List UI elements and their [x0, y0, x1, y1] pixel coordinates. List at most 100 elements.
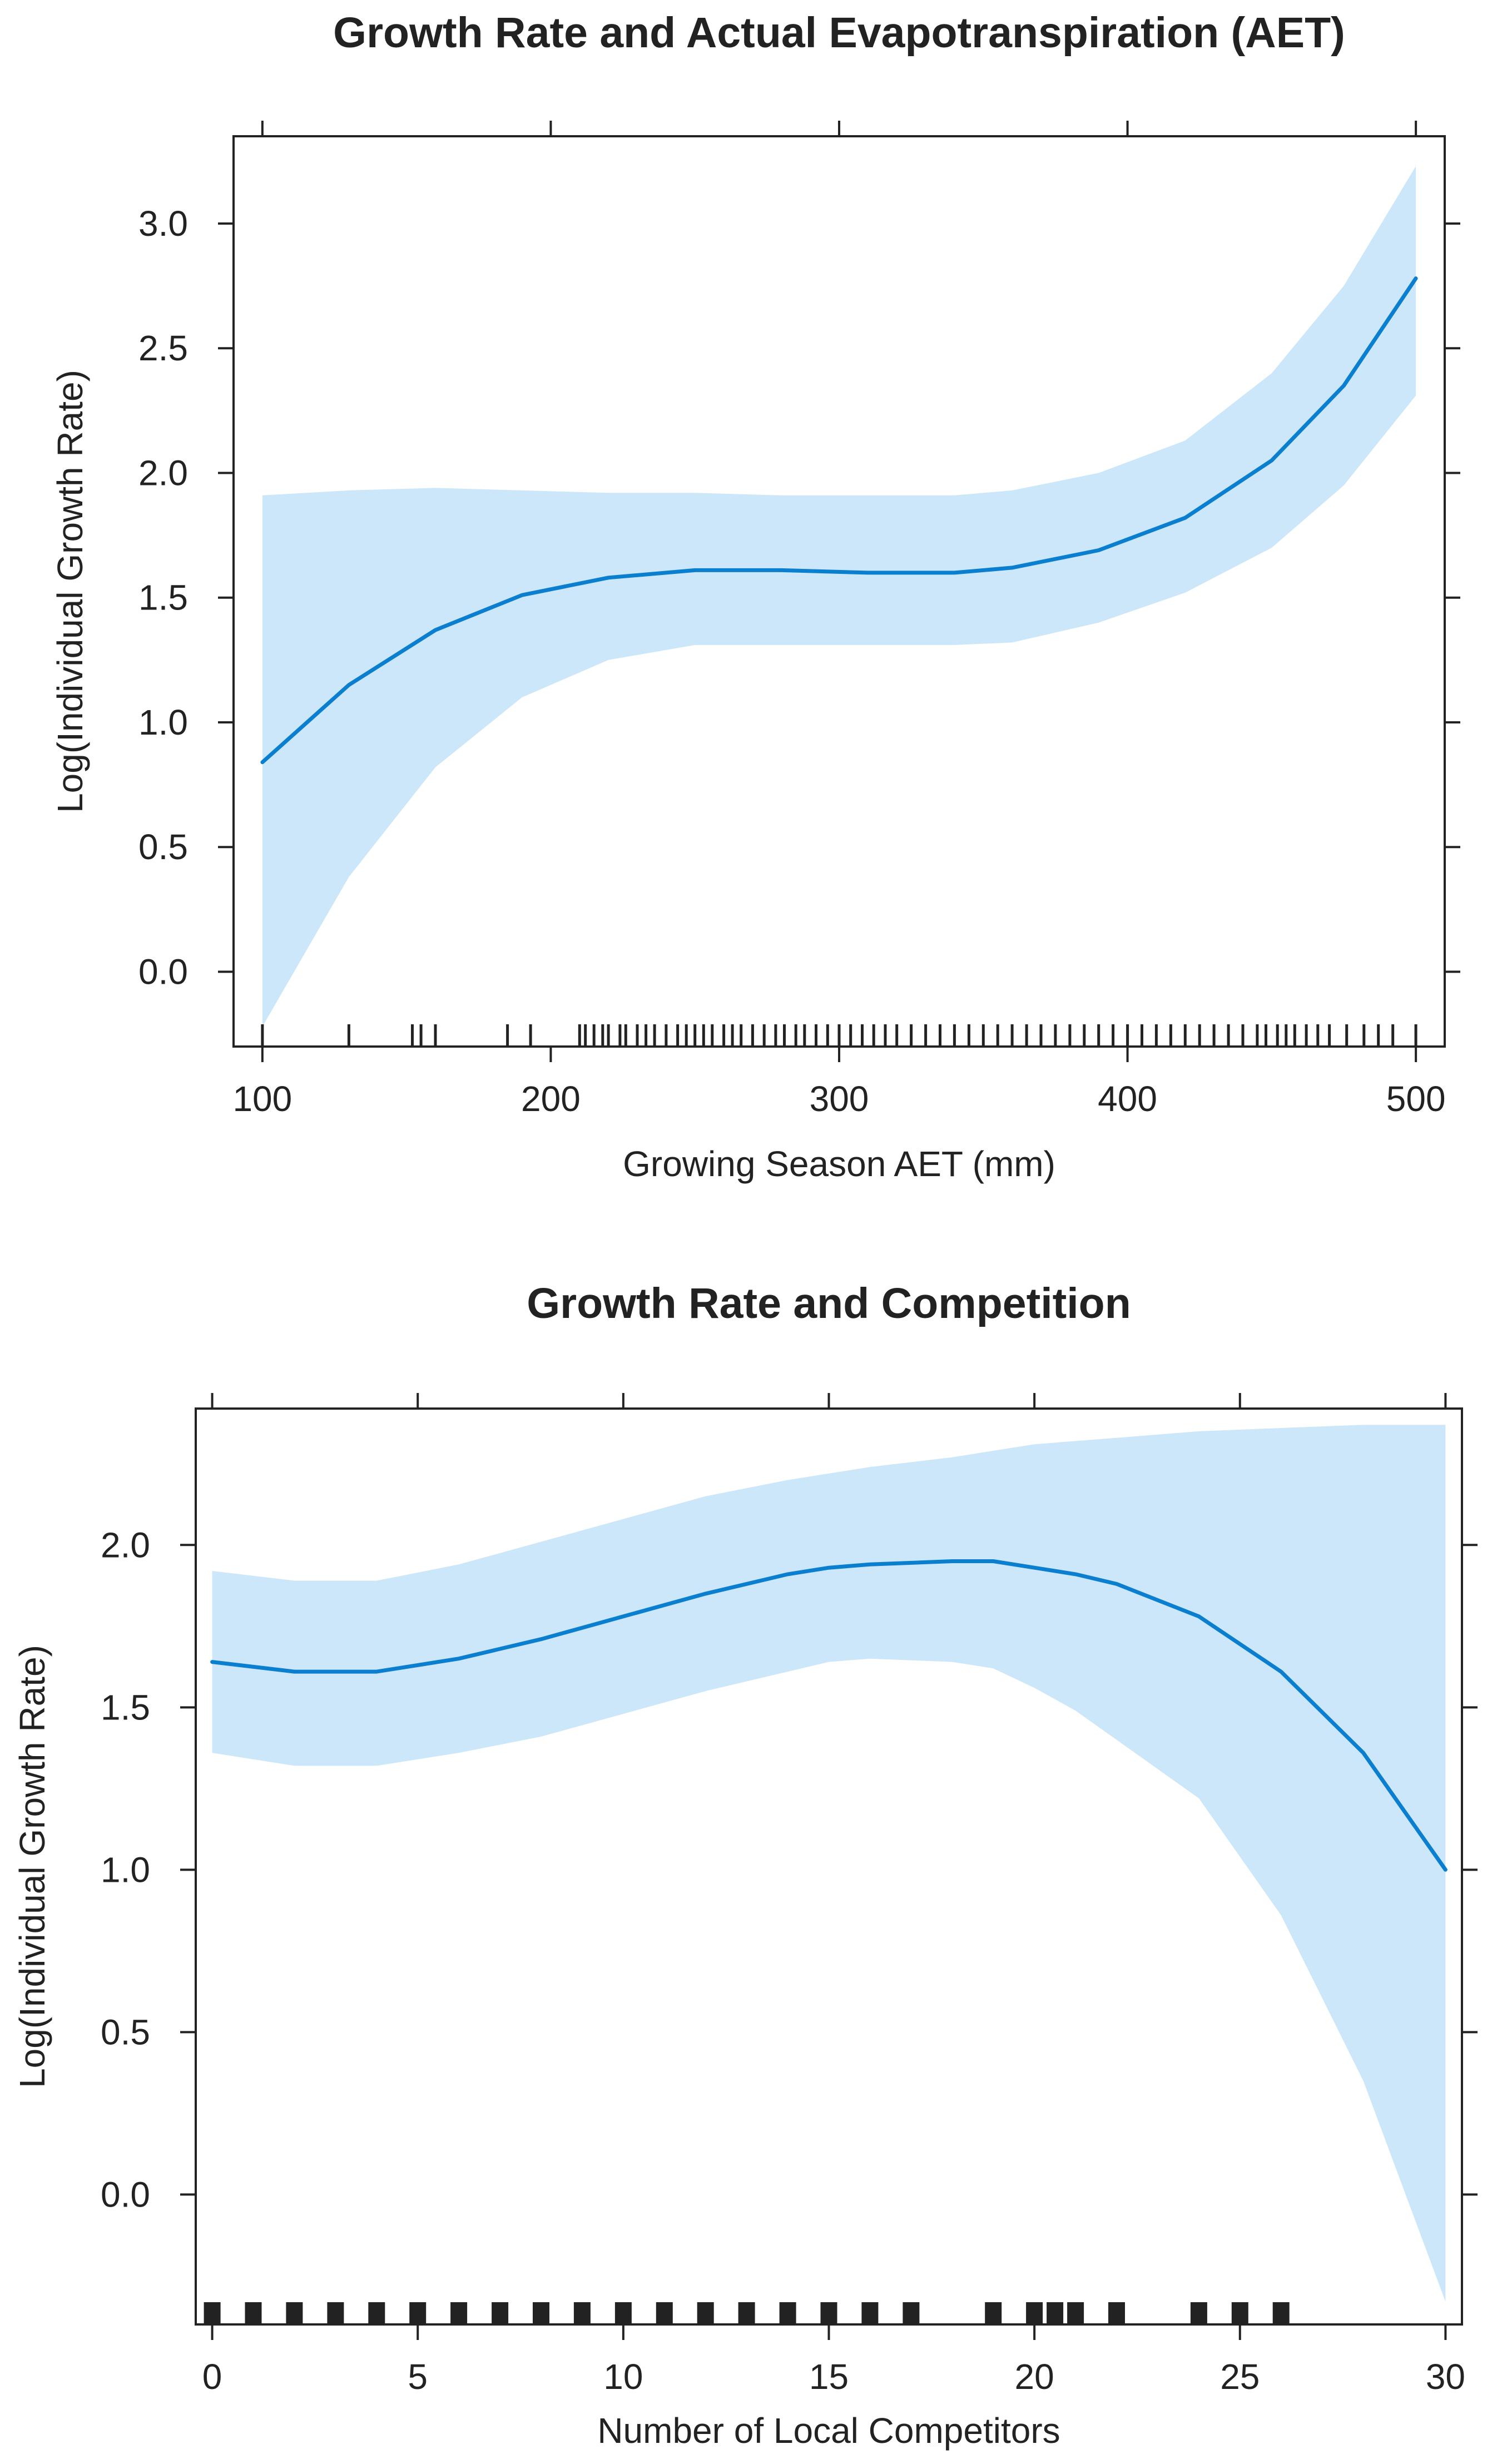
rug-mark [861, 2302, 879, 2324]
rug-mark [261, 1024, 264, 1047]
rug-mark [1293, 1024, 1296, 1047]
rug-mark [872, 1024, 875, 1047]
rug-mark [1362, 1024, 1366, 1047]
rug-mark [794, 1024, 797, 1047]
rug-mark [1377, 1024, 1380, 1047]
rug-mark [411, 1024, 414, 1047]
rug-mark [327, 2302, 344, 2324]
rug-mark [820, 2302, 837, 2324]
rug-mark [762, 1024, 766, 1047]
chart-aet: 100 200 300 400 500 0.0 0.5 1.0 1.5 2.0 2.5 3.0 Grow… [50, 9, 1460, 1184]
rug-mark [618, 1024, 622, 1047]
rug-mark [1414, 1024, 1417, 1047]
y-tick-label: 0.0 [101, 2174, 150, 2214]
rug [261, 1024, 1417, 1047]
y-tick-label: 2.0 [101, 1525, 150, 1565]
rug-mark [1097, 1024, 1100, 1047]
x-tick-label: 5 [408, 2357, 428, 2397]
rug-mark [1256, 1024, 1259, 1047]
rug-mark [1345, 1024, 1349, 1047]
rug-mark [1010, 1024, 1014, 1047]
rug-mark [1198, 1024, 1201, 1047]
rug-mark [506, 1024, 509, 1047]
x-axis-label: Growing Season AET (mm) [623, 1144, 1055, 1184]
y-tick-label: 1.5 [138, 578, 188, 618]
x-tick-label: 20 [1015, 2357, 1054, 2397]
y-tick-label: 1.5 [101, 1687, 150, 1727]
x-tick-label: 100 [232, 1079, 292, 1119]
rug-mark [981, 1024, 985, 1047]
x-tick-label: 0 [202, 2357, 222, 2397]
y-axis-label: Log(Individual Growth Rate) [50, 370, 90, 813]
x-tick-label: 200 [521, 1079, 581, 1119]
x-tick-label: 30 [1426, 2357, 1465, 2397]
rug-mark [1183, 1024, 1187, 1047]
rug-mark [347, 1024, 350, 1047]
rug-mark [924, 1024, 928, 1047]
rug-mark [1285, 1024, 1288, 1047]
rug-mark [533, 2302, 549, 2324]
rug-mark [1039, 1024, 1043, 1047]
rug-mark [1068, 1024, 1072, 1047]
rug-mark [286, 2302, 303, 2324]
rug-mark [368, 2302, 385, 2324]
rug-mark [1026, 2302, 1043, 2324]
rug-mark [1328, 1024, 1331, 1047]
rug-mark [985, 2302, 1002, 2324]
rug-mark [774, 1024, 777, 1047]
rug-mark [1169, 1024, 1172, 1047]
rug-mark [676, 1024, 680, 1047]
rug-mark [697, 2302, 714, 2324]
rug-mark [529, 1024, 532, 1047]
rug-mark [953, 1024, 956, 1047]
rug-mark [409, 2302, 427, 2324]
rug-mark [245, 2302, 262, 2324]
rug-mark [204, 2302, 221, 2324]
rug-mark [1272, 2302, 1290, 2324]
rug-mark [1305, 1024, 1308, 1047]
rug-mark [1025, 1024, 1028, 1047]
rug-mark [578, 1024, 581, 1047]
rug-mark [645, 1024, 648, 1047]
rug-mark [939, 1024, 941, 1047]
rug-mark [711, 1024, 714, 1047]
rug-mark [614, 2302, 632, 2324]
y-tick-label: 3.0 [138, 204, 188, 244]
y-tick-label: 0.5 [138, 827, 188, 867]
rug-mark [1141, 1024, 1143, 1047]
y-tick-label: 1.0 [138, 702, 188, 742]
rug-mark [884, 1024, 887, 1047]
confidence-band [212, 1425, 1446, 2302]
rug-mark [492, 2302, 509, 2324]
rug-mark [1067, 2302, 1084, 2324]
rug-mark [1391, 1024, 1395, 1047]
y-tick-label: 0.5 [101, 2012, 150, 2052]
x-tick-label: 10 [603, 2357, 643, 2397]
rug-mark [1083, 1024, 1086, 1047]
rug-mark [903, 2302, 920, 2324]
rug-mark [1227, 1024, 1230, 1047]
rug-mark [1112, 1024, 1115, 1047]
rug-mark [910, 1024, 913, 1047]
chart-title: Growth Rate and Competition [527, 1280, 1131, 1327]
rug-mark [1047, 2302, 1064, 2324]
y-tick-label: 2.0 [138, 453, 188, 493]
x-tick-label: 300 [810, 1079, 869, 1119]
y-tick-label: 1.0 [101, 1850, 150, 1890]
rug-mark [685, 1024, 688, 1047]
rug-mark [738, 2302, 755, 2324]
rug-mark [1126, 1024, 1129, 1047]
rug-mark [665, 1024, 668, 1047]
x-tick-label: 500 [1386, 1079, 1446, 1119]
rug-mark [722, 1024, 726, 1047]
rug-mark [740, 1024, 743, 1047]
rug-mark [702, 1024, 705, 1047]
rug-mark [1108, 2302, 1125, 2324]
rug-mark [1241, 1024, 1245, 1047]
rug-mark [693, 1024, 697, 1047]
rug-mark [779, 2302, 796, 2324]
rug-mark [636, 1024, 639, 1047]
rug-mark [1276, 1024, 1279, 1047]
